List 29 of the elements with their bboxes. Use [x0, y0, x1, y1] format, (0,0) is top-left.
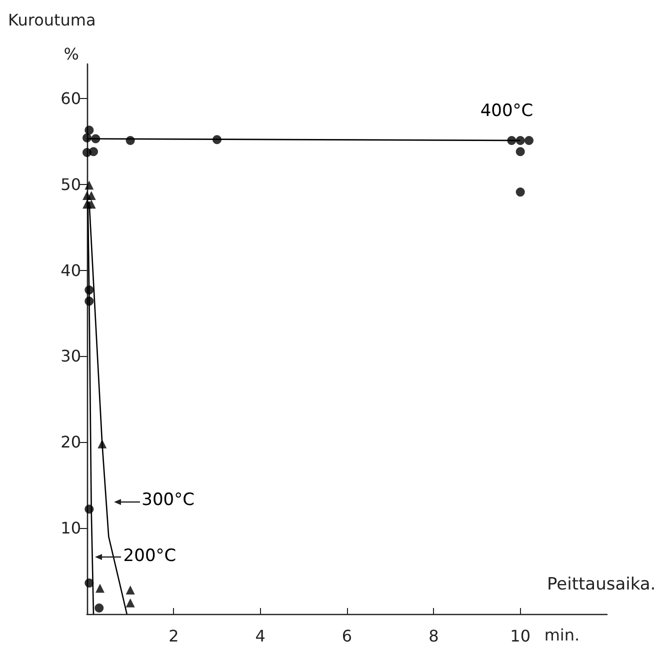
- point: [126, 585, 135, 594]
- series-label: 400°C: [480, 100, 534, 121]
- x-tick-label: 10: [510, 626, 531, 646]
- point: [84, 126, 94, 135]
- point: [516, 147, 525, 156]
- point: [96, 584, 104, 593]
- y-tick-label: 60: [60, 88, 81, 108]
- y-tick-label: 50: [60, 174, 81, 194]
- y-axis-title: Kuroutuma: [8, 10, 96, 30]
- x-tick-label: 4: [255, 626, 266, 646]
- y-tick-label: 20: [60, 432, 81, 452]
- x-tick-label: 2: [168, 626, 179, 646]
- text: min.: [544, 626, 580, 644]
- text: %: [64, 44, 79, 64]
- x-tick-label: 6: [342, 626, 352, 646]
- y-tick-label: 30: [60, 346, 81, 366]
- y-tick-label: 40: [60, 260, 81, 280]
- point: [516, 136, 525, 145]
- point: [84, 180, 94, 190]
- y-tick-label: 10: [60, 518, 81, 538]
- x-tick-label: 8: [428, 626, 439, 646]
- series-label: 200°C: [123, 546, 176, 566]
- point: [524, 136, 534, 145]
- point: [516, 188, 525, 197]
- x-axis-title: Peittausaika.: [547, 574, 656, 594]
- text: 300°C: [142, 490, 194, 510]
- point: [94, 603, 104, 612]
- point: [89, 147, 98, 156]
- point: [126, 598, 135, 608]
